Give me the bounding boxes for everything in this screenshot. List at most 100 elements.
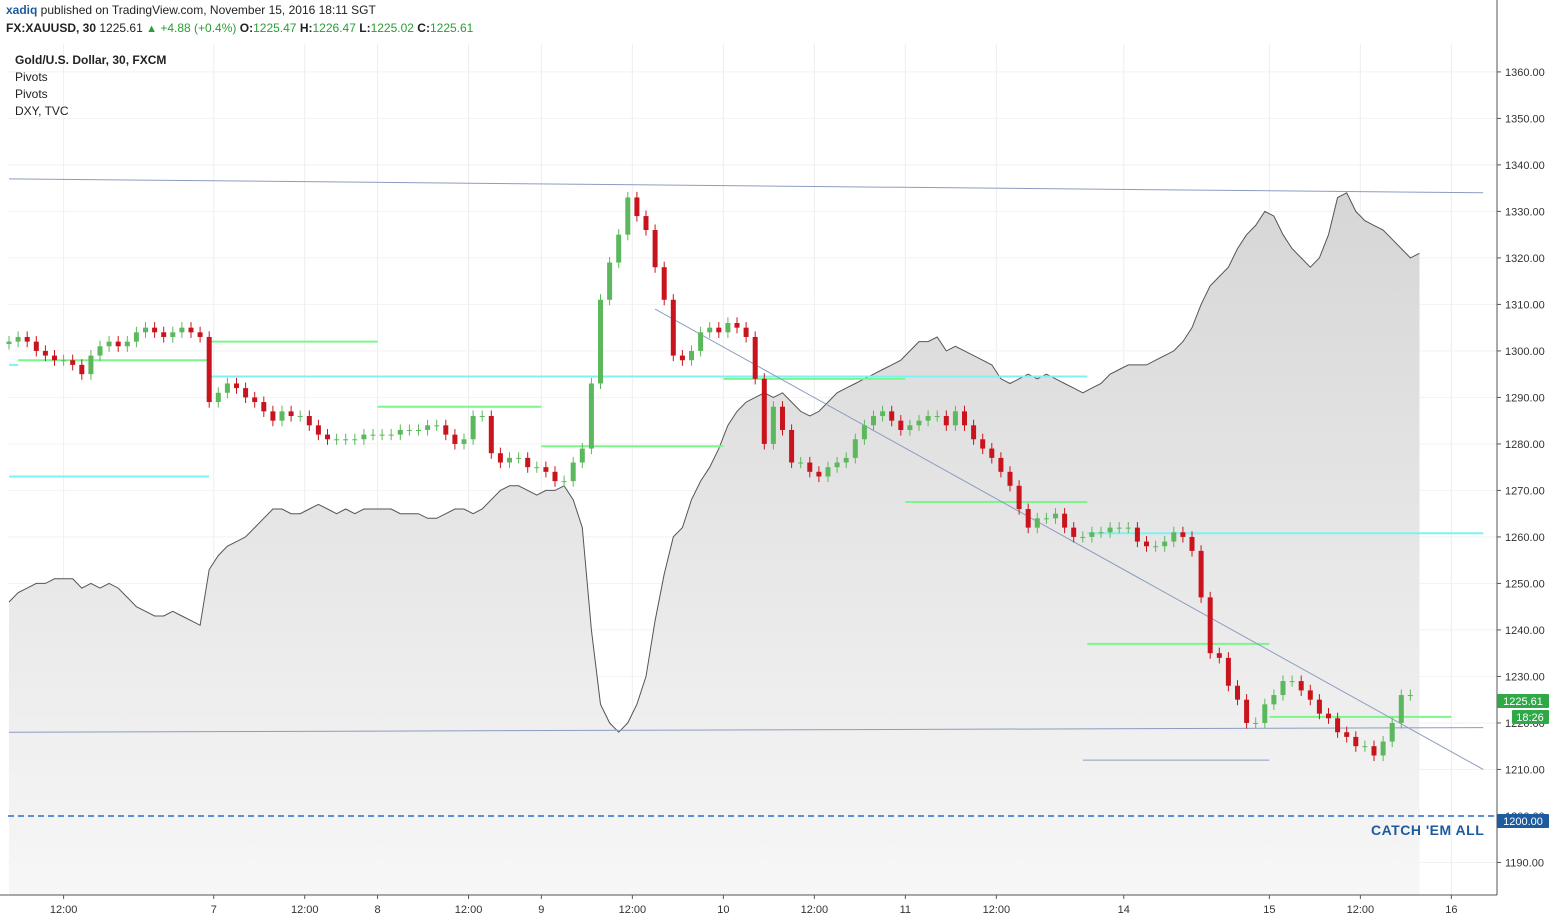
candle-body [1326, 713, 1331, 719]
candle-body [361, 434, 367, 440]
time-tick-label: 12:00 [983, 904, 1011, 916]
candle-body [179, 327, 185, 333]
candle-body [516, 457, 522, 459]
candle-body [206, 336, 212, 403]
up-arrow-icon: ▲ [146, 23, 157, 35]
price-tick-label: 1280.00 [1505, 439, 1545, 451]
price-tick-label: 1230.00 [1505, 671, 1545, 683]
price-tick-label: 1250.00 [1505, 578, 1545, 590]
catch-em-all-annotation[interactable]: CATCH 'EM ALL [1371, 822, 1485, 838]
candle-body [1071, 527, 1077, 537]
time-tick-label: 12:00 [619, 904, 647, 916]
dxy-area [9, 192, 1420, 896]
price-tag-text: 1225.61 [1503, 696, 1543, 708]
candle-body [1398, 695, 1404, 723]
change-text: +4.88 (+0.4%) [160, 21, 237, 35]
candle-body [79, 364, 85, 375]
candle-body [679, 355, 685, 361]
candle-body [798, 462, 804, 464]
candle-body [1289, 681, 1295, 683]
legend-item-pivots[interactable]: Pivots [15, 87, 48, 101]
candle-body [461, 439, 467, 444]
candle-body [1407, 695, 1413, 697]
candle-body [197, 332, 203, 337]
candle-body [42, 350, 48, 356]
candle-body [1053, 513, 1058, 519]
candle-body [752, 336, 758, 379]
candle-body [497, 453, 503, 463]
candle-body [479, 416, 485, 418]
candle-body [1107, 527, 1113, 533]
high-label: H: [299, 21, 313, 35]
open-value: 1225.47 [253, 21, 297, 35]
symbol-label[interactable]: FX:XAUUSD, 30 [6, 21, 97, 35]
time-tick-label: 11 [900, 904, 911, 916]
time-tick-label: 10 [717, 904, 729, 916]
candle-body [770, 406, 776, 444]
candle-body [1153, 546, 1159, 548]
candle-body [552, 471, 558, 482]
candle-body [406, 429, 412, 431]
price-tick-label: 1190.00 [1505, 857, 1544, 869]
candle-body [1098, 532, 1104, 534]
candle-body [15, 336, 21, 342]
candle-body [588, 383, 594, 449]
legend-item-dxy[interactable]: DXY, TVC [15, 104, 69, 118]
candle-body [315, 425, 321, 435]
candle-body [807, 462, 813, 472]
close-value: 1225.61 [429, 21, 474, 35]
candle-body [670, 299, 676, 356]
candle-body [352, 439, 358, 441]
candle-body [279, 411, 285, 421]
legend-item-pivots[interactable]: Pivots [15, 70, 48, 84]
candle-body [1344, 732, 1350, 737]
candle-body [1080, 536, 1086, 538]
candle-body [570, 462, 576, 482]
candle-body [1207, 597, 1213, 654]
candle-body [598, 299, 603, 384]
candle-body [1162, 541, 1168, 547]
candle-body [989, 448, 995, 458]
candle-body [434, 425, 440, 427]
trendline [8, 727, 1484, 733]
candlesticks [6, 191, 1413, 762]
time-tick-label: 12:00 [455, 904, 483, 916]
candle-body [525, 457, 531, 468]
candle-body [643, 216, 649, 231]
candle-body [834, 462, 840, 468]
candle-body [70, 360, 76, 365]
candle-body [698, 332, 704, 351]
candle-body [634, 197, 640, 217]
candle-body [97, 346, 103, 356]
trendline [654, 308, 1484, 770]
candle-body [1371, 746, 1377, 756]
candle-body [916, 420, 922, 426]
close-label: C: [417, 21, 430, 35]
candle-body [1389, 722, 1395, 742]
candle-body [343, 439, 349, 441]
dxy-line [8, 192, 1420, 733]
candle-body [898, 420, 904, 430]
candle-body [998, 457, 1004, 472]
candle-body [243, 388, 249, 398]
candle-body [1025, 509, 1031, 528]
candle-body [234, 383, 239, 389]
candle-body [579, 448, 585, 463]
change-value: ▲ +4.88 (+0.4%) [146, 21, 236, 35]
last-price-value: 1225.61 [99, 21, 143, 35]
time-tick-label: 14 [1118, 904, 1130, 916]
candle-body [52, 355, 57, 361]
candle-body [507, 457, 512, 463]
author-username[interactable]: xadiq [6, 3, 38, 17]
price-tick-label: 1300.00 [1505, 346, 1545, 358]
time-tick-label: 9 [538, 904, 544, 916]
price-tick-label: 1330.00 [1505, 206, 1545, 218]
legend-main-series[interactable]: Gold/U.S. Dollar, 30, FXCM [15, 53, 167, 67]
candle-body [425, 425, 431, 430]
candle-body [880, 411, 886, 417]
candle-body [707, 327, 713, 333]
price-tick-label: 1260.00 [1505, 532, 1545, 544]
candle-body [115, 341, 121, 347]
candle-body [1171, 532, 1177, 542]
